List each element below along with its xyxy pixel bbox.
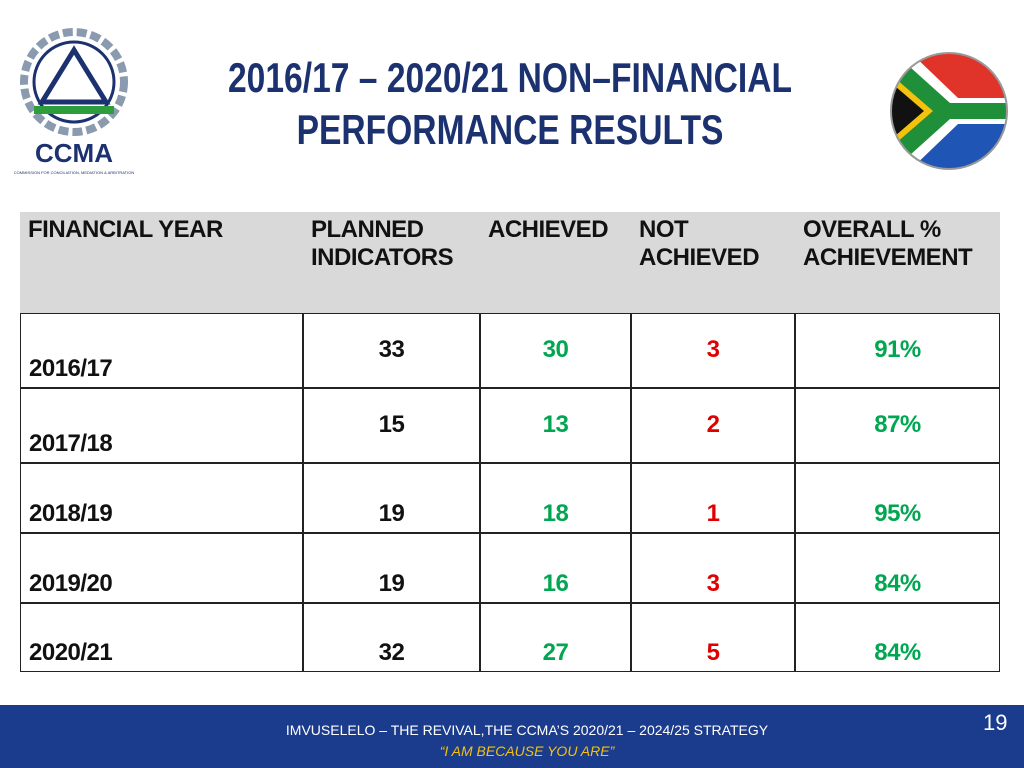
cell-text: 84% xyxy=(874,639,921,666)
page-number: 19 xyxy=(983,710,1008,735)
table-cell: 1 xyxy=(631,463,795,533)
cell-text: 18 xyxy=(542,500,569,527)
table-cell: 3 xyxy=(631,533,795,603)
column-header: OVERALL % ACHIEVEMENT xyxy=(795,212,1000,313)
cell-text: 87% xyxy=(874,411,921,438)
table-cell: 2018/19 xyxy=(20,463,303,533)
cell-text: 33 xyxy=(378,336,405,363)
table-cell: 33 xyxy=(303,313,480,388)
cell-text: 5 xyxy=(706,639,720,666)
cell-text: 2017/18 xyxy=(29,430,113,457)
cell-text: 2 xyxy=(706,411,720,438)
cell-text: 30 xyxy=(542,336,569,363)
column-header: PLANNED INDICATORS xyxy=(303,212,480,313)
table-cell: 13 xyxy=(480,388,631,463)
title-line: 2016/17 – 2020/21 NON–FINANCIAL xyxy=(228,54,792,101)
table-cell: 95% xyxy=(795,463,1000,533)
footer-strategy: IMVUSELELO – THE REVIVAL,THE CCMA’S 2020… xyxy=(285,722,769,738)
ccma-logo: CCMA COMMISSION FOR CONCILIATION, MEDIAT… xyxy=(14,28,135,175)
table-cell: 2016/17 xyxy=(20,313,303,388)
logo-name: CCMA xyxy=(35,138,113,168)
cell-text: 3 xyxy=(706,336,720,363)
cell-text: NOT ACHIEVED xyxy=(639,216,760,271)
cell-text: ACHIEVED xyxy=(488,216,609,243)
table-cell: 2019/20 xyxy=(20,533,303,603)
table-cell: 84% xyxy=(795,603,1000,672)
table-cell: 84% xyxy=(795,533,1000,603)
cell-text: 84% xyxy=(874,570,921,597)
table-cell: 91% xyxy=(795,313,1000,388)
table-cell: 30 xyxy=(480,313,631,388)
title-line: PERFORMANCE RESULTS xyxy=(296,106,724,153)
table-cell: 2 xyxy=(631,388,795,463)
table-cell: 2020/21 xyxy=(20,603,303,672)
cell-text: 19 xyxy=(378,500,405,527)
cell-text: 3 xyxy=(706,570,720,597)
table-cell: 19 xyxy=(303,463,480,533)
table-cell: 19 xyxy=(303,533,480,603)
cell-text: PLANNED INDICATORS xyxy=(311,216,454,271)
flag-icon xyxy=(890,52,1008,170)
table-cell: 32 xyxy=(303,603,480,672)
cell-text: 13 xyxy=(542,411,569,438)
column-header: NOT ACHIEVED xyxy=(631,212,795,313)
cell-text: OVERALL % ACHIEVEMENT xyxy=(803,216,973,271)
cell-text: 2018/19 xyxy=(29,500,113,527)
cell-text: 19 xyxy=(378,570,405,597)
cell-text: 95% xyxy=(874,500,921,527)
footer-motto: “I AM BECAUSE YOU ARE” xyxy=(439,743,615,759)
column-header: ACHIEVED xyxy=(480,212,631,313)
table-cell: 2017/18 xyxy=(20,388,303,463)
logo-subtitle: COMMISSION FOR CONCILIATION, MEDIATION &… xyxy=(14,170,135,175)
table-cell: 15 xyxy=(303,388,480,463)
column-header: FINANCIAL YEAR xyxy=(20,212,303,313)
table-cell: 5 xyxy=(631,603,795,672)
cell-text: 91% xyxy=(874,336,921,363)
table-cell: 87% xyxy=(795,388,1000,463)
table-cell: 18 xyxy=(480,463,631,533)
cell-text: 32 xyxy=(378,639,405,666)
cell-text: 2019/20 xyxy=(29,570,113,597)
cell-text: 2020/21 xyxy=(29,639,113,666)
cell-text: 16 xyxy=(542,570,569,597)
cell-text: 2016/17 xyxy=(29,355,113,382)
table-cell: 16 xyxy=(480,533,631,603)
cell-text: FINANCIAL YEAR xyxy=(28,216,223,243)
cell-text: 1 xyxy=(706,500,720,527)
footer-band xyxy=(0,705,1024,768)
cell-text: 27 xyxy=(542,639,569,666)
table-cell: 27 xyxy=(480,603,631,672)
cell-text: 15 xyxy=(378,411,405,438)
table-cell: 3 xyxy=(631,313,795,388)
